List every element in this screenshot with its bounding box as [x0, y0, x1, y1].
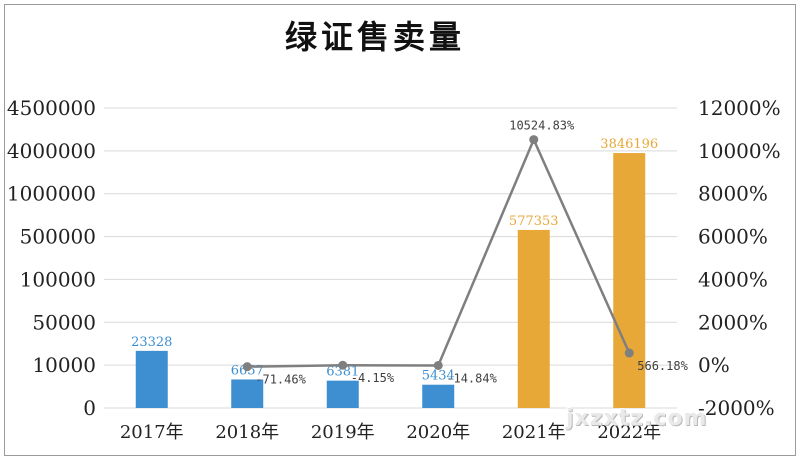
y-right-tick-label: 6000% [698, 225, 768, 249]
y-left-tick-label: 1000000 [7, 182, 96, 206]
y-left-tick-label: 50000 [32, 310, 96, 334]
y-right-tick-label: 0% [698, 353, 730, 377]
bar-value-label: 577353 [509, 214, 559, 229]
y-left-tick-label: 500000 [20, 225, 96, 249]
bar-value-label: 23328 [131, 335, 172, 350]
growth-point [242, 362, 252, 372]
bar-value-label: 6381 [326, 365, 359, 380]
x-tick-label: 2022年 [597, 422, 661, 443]
y-left-tick-label: 10000 [32, 353, 96, 377]
growth-value-label: -14.84% [446, 371, 497, 385]
y-right-tick-label: 8000% [698, 182, 768, 206]
bar-value-label: 5434 [422, 369, 455, 384]
bar [231, 379, 264, 408]
y-right-tick-label: 4000% [698, 267, 768, 291]
y-right-tick-label: 2000% [698, 310, 768, 334]
growth-value-label: -71.46% [255, 373, 306, 387]
bar [517, 229, 550, 408]
growth-point [433, 360, 443, 370]
growth-line [247, 136, 631, 368]
x-tick-label: 2019年 [311, 422, 375, 443]
growth-point [338, 360, 348, 370]
y-left-tick-label: 100000 [20, 267, 96, 291]
growth-value-label: 566.18% [637, 359, 688, 373]
x-tick-label: 2017年 [120, 422, 184, 443]
y-left-tick-label: 4000000 [7, 139, 96, 163]
bar [613, 153, 646, 408]
y-right-tick-label: 10000% [698, 139, 781, 163]
growth-point [529, 135, 539, 145]
y-left-tick-label: 4500000 [7, 96, 96, 120]
bar-value-label: 3846196 [600, 137, 658, 152]
y-right-tick-label: -2000% [698, 396, 775, 420]
bar [135, 350, 168, 408]
x-tick-label: 2018年 [215, 422, 279, 443]
y-left-tick-label: 0 [83, 396, 96, 420]
x-tick-label: 2021年 [502, 422, 566, 443]
growth-point [624, 348, 634, 358]
bar [326, 380, 359, 408]
bar [422, 384, 455, 408]
growth-value-label: 10524.83% [509, 119, 575, 133]
watermark: jxzxtz.com [566, 406, 708, 431]
chart-title: 绿证售卖量 [284, 18, 465, 56]
x-tick-label: 2020年 [406, 422, 470, 443]
growth-value-label: -4.15% [351, 371, 395, 385]
y-right-tick-label: 12000% [698, 96, 781, 120]
